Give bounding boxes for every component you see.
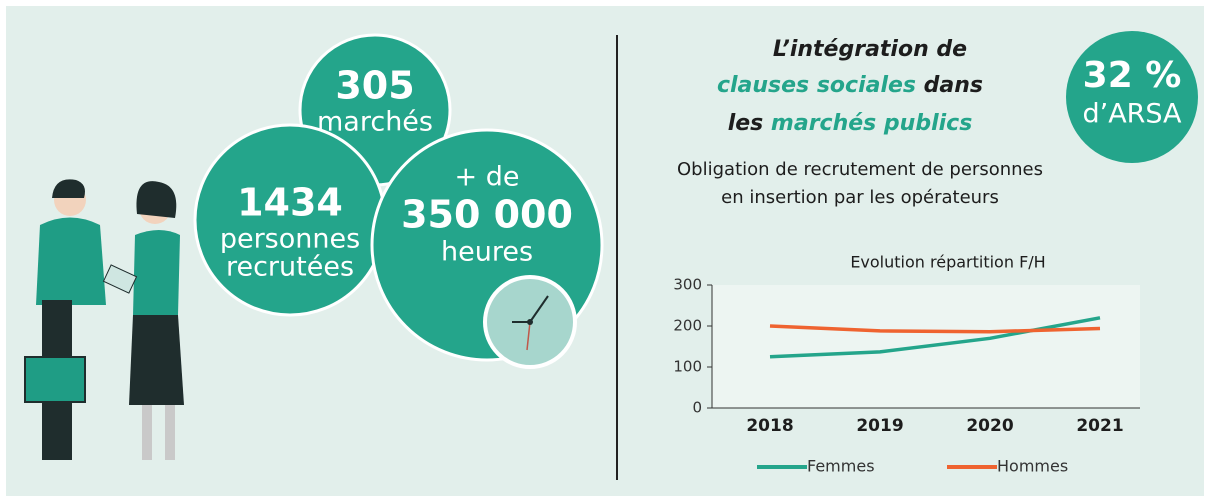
- title-line: L’intégration de: [773, 37, 967, 62]
- badge-label: d’ARSA: [1082, 99, 1182, 130]
- chart-title: Evolution répartition F/H: [850, 253, 1045, 272]
- subtitle: Obligation de recrutement de personnes: [677, 159, 1043, 180]
- legend-label: Femmes: [807, 457, 875, 476]
- subtitle: en insertion par les opérateurs: [721, 187, 999, 208]
- stat-label: personnes: [220, 224, 360, 255]
- title-text: dans: [916, 73, 983, 98]
- x-tick-label: 2018: [746, 416, 793, 436]
- x-tick-label: 2019: [856, 416, 903, 436]
- title-highlight: marchés publics: [771, 111, 972, 136]
- x-tick-label: 2020: [966, 416, 1013, 436]
- stat-number: 350 000: [401, 193, 573, 237]
- series-line: [769, 316, 1101, 359]
- background: [6, 6, 1204, 496]
- y-tick-label: 200: [673, 317, 702, 335]
- badge-number: 32 %: [1083, 55, 1182, 96]
- clock-hand: [529, 295, 549, 323]
- x-tick-label: 2021: [1076, 416, 1123, 436]
- legend-label: Hommes: [997, 457, 1068, 476]
- title-highlight: clauses sociales: [717, 73, 916, 98]
- stat-prefix: + de: [455, 162, 520, 193]
- title-line: les marchés publics: [728, 111, 973, 136]
- title-line: clauses sociales dans: [717, 73, 983, 98]
- stat-label: heures: [441, 237, 533, 268]
- y-tick-label: 0: [692, 399, 702, 417]
- badge: [1066, 31, 1198, 163]
- series-line: [769, 324, 1101, 334]
- stat-number: 1434: [237, 181, 343, 225]
- title-text: les: [728, 111, 771, 136]
- clock-center: [527, 319, 533, 325]
- y-tick-label: 300: [673, 276, 702, 294]
- illustration: [24, 179, 184, 460]
- stat-label: recrutées: [226, 252, 354, 283]
- clock-hand: [526, 321, 531, 351]
- y-tick-label: 100: [673, 358, 702, 376]
- stat-label: marchés: [317, 107, 433, 138]
- stat-number: 305: [335, 64, 414, 108]
